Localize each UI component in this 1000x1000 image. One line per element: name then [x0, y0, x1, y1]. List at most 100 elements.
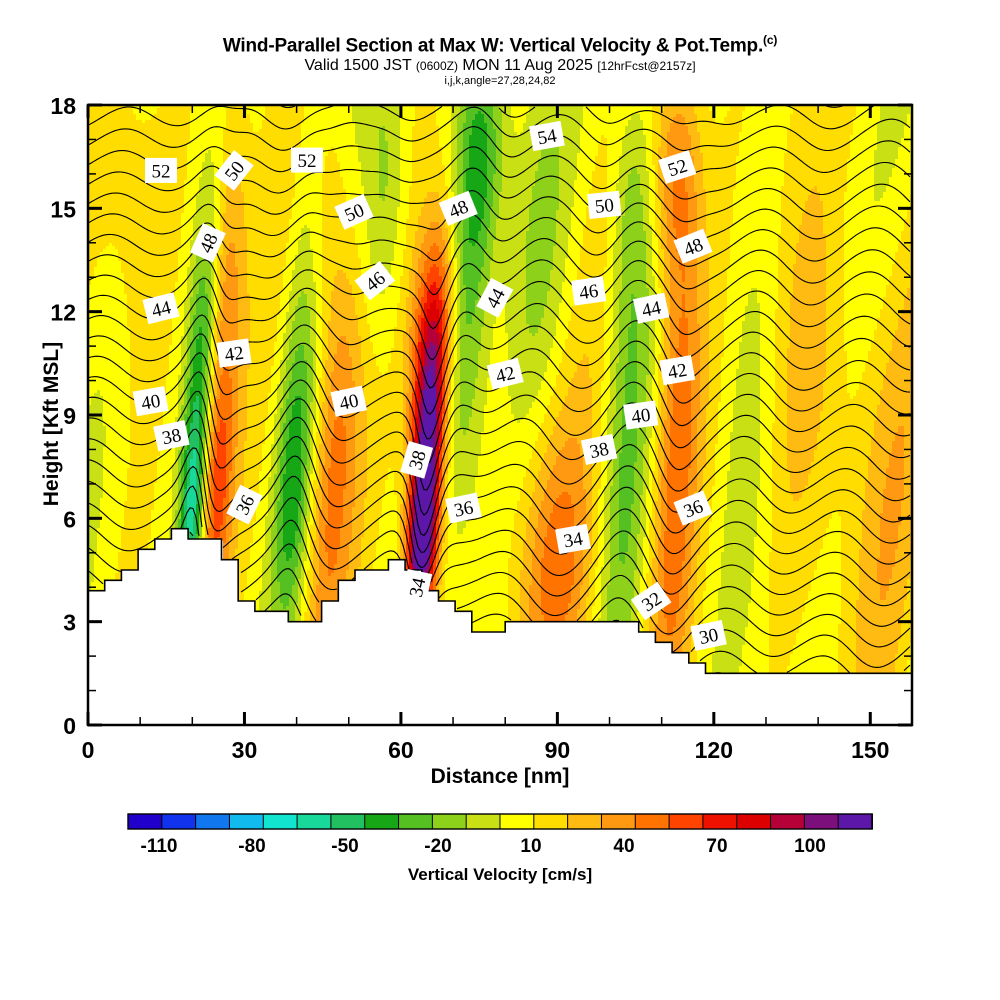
y-tick-label: 9 [63, 403, 76, 429]
colorbar-segment [770, 813, 806, 830]
contour-label-text: 40 [630, 405, 652, 428]
contour-line [87, 465, 911, 581]
contour-label: 50 [334, 193, 374, 230]
colorbar-tick-label: 10 [520, 836, 541, 857]
contour-label: 46 [571, 276, 607, 306]
contour-line [87, 485, 911, 590]
contour-label: 38 [580, 433, 618, 465]
contour-label: 42 [216, 338, 252, 368]
contour-label: 34 [555, 523, 591, 555]
contour-line [699, 650, 911, 674]
contour-label-text: 46 [578, 281, 600, 304]
contour-label: 50 [587, 190, 622, 220]
colorbar-segment [262, 813, 299, 830]
y-axis-label: Height [Kft MSL] [40, 294, 64, 554]
x-tick-label: 0 [82, 737, 95, 763]
contour-label-text: 44 [640, 297, 663, 322]
contour-line [87, 213, 911, 267]
page-title: Wind-Parallel Section at Max W: Vertical… [0, 34, 1000, 55]
contour-line [87, 531, 911, 617]
contour-label: 40 [132, 386, 169, 417]
page-title-text: Wind-Parallel Section at Max W: Vertical… [223, 35, 763, 56]
contour-label: 40 [330, 385, 368, 417]
contour-line [255, 568, 911, 635]
colorbar-segment [533, 813, 569, 830]
contour-label: 44 [142, 292, 180, 325]
colorbar-tick-label: -20 [424, 836, 451, 857]
contour-label-text: 34 [406, 576, 431, 599]
colorbar-segment [195, 813, 231, 830]
contour-label-text: 50 [594, 195, 615, 218]
contour-label: 52 [658, 150, 697, 184]
y-tick-label: 18 [50, 93, 76, 119]
contour-line [87, 390, 911, 516]
colorbar-segment [837, 813, 874, 830]
contour-label: 48 [673, 228, 713, 264]
title-block: Wind-Parallel Section at Max W: Vertical… [0, 0, 1000, 87]
colorbar-segment [228, 813, 265, 830]
colorbar-segment [702, 813, 738, 830]
x-axis-label: Distance [nm] [0, 765, 1000, 789]
contour-line [87, 428, 911, 553]
colorbar-segment [803, 813, 840, 830]
colorbar-segment [668, 813, 704, 830]
colorbar-tick-label: 70 [706, 836, 727, 857]
contour-label: 30 [690, 619, 727, 651]
colorbar-segment [567, 813, 603, 830]
valid-time-utc: (0600Z) [416, 59, 458, 73]
valid-time-line: Valid 1500 JST (0600Z) MON 11 Aug 2025 [… [0, 57, 1000, 75]
contour-label: 54 [528, 120, 565, 152]
colorbar-segment [465, 813, 502, 830]
contour-label: 38 [400, 440, 434, 479]
contour-label-text: 30 [697, 625, 720, 649]
contour-line [264, 593, 911, 653]
x-tick-label: 30 [232, 737, 258, 763]
contour-line [612, 619, 911, 668]
contour-line [87, 371, 911, 491]
contour-label: 36 [445, 492, 482, 524]
contour-label: 44 [632, 292, 670, 324]
contour-label-text: 38 [588, 439, 611, 463]
colorbar-tick-label: -50 [331, 836, 358, 857]
contour-label-text: 52 [298, 151, 317, 172]
contour-line [87, 507, 911, 597]
colorbar-segment [398, 813, 434, 830]
colorbar-segment [736, 813, 772, 830]
colorbar[interactable]: -110 -80 -50 -20 10 40 70 100 [127, 813, 874, 857]
colorbar-label: Vertical Velocity [cm/s] [0, 865, 1000, 885]
x-tick-label: 150 [851, 737, 889, 763]
colorbar-segment [600, 813, 637, 830]
contour-label-text: 36 [452, 497, 475, 521]
y-tick-label: 0 [63, 713, 76, 739]
y-tick-label: 15 [50, 196, 76, 222]
colorbar-tick-label: -110 [141, 836, 178, 857]
contour-label: 52 [291, 147, 323, 173]
forecast-stamp: [12hrFcst@2157z] [597, 59, 695, 73]
contour-line [87, 447, 911, 569]
colorbar-segment [364, 813, 400, 830]
contour-label-text: 52 [152, 161, 171, 182]
contour-line [87, 409, 911, 537]
contour-label: 40 [623, 400, 659, 430]
contour-label: 48 [189, 223, 226, 263]
contour-line [87, 126, 911, 177]
contour-label-text: 38 [160, 425, 183, 449]
x-tick-label: 90 [545, 737, 571, 763]
colorbar-segment [499, 813, 535, 830]
valid-time-local: Valid 1500 JST [304, 57, 411, 74]
colorbar-segment [296, 813, 332, 830]
contour-label-text: 42 [494, 363, 518, 388]
colorbar-tick-label: 100 [794, 836, 826, 857]
colorbar-segment [127, 813, 163, 830]
terrain-mask [87, 527, 913, 726]
contour-label-text: 34 [562, 528, 585, 552]
contour-label-text: 42 [223, 343, 245, 366]
contour-label-text: 54 [536, 125, 559, 149]
colorbar-segment [161, 813, 197, 830]
y-tick-label: 12 [50, 300, 76, 326]
contour-line [279, 104, 845, 109]
